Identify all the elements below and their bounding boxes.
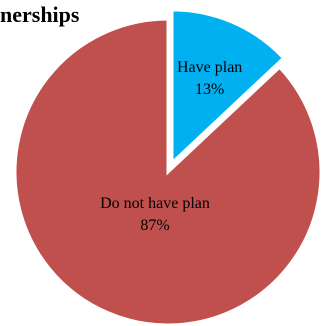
data-label-have-plan: Have plan 13%: [177, 59, 242, 98]
data-label-do-not-have-plan: Do not have plan 87%: [100, 195, 210, 234]
pie-slices: [13, 8, 323, 326]
pie-slice-have-plan: [170, 8, 286, 167]
chart-title: nerships: [0, 2, 80, 27]
pie-slice-do-not-have-plan: [13, 17, 323, 326]
pie-labels: Have plan 13% Do not have plan 87%: [100, 59, 242, 234]
